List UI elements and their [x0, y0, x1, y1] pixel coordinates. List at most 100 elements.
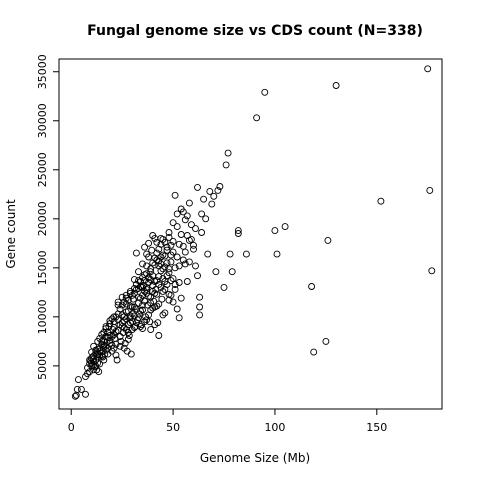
data-point: [322, 337, 330, 345]
data-point: [165, 229, 173, 236]
data-point: [126, 289, 134, 297]
data-point: [173, 253, 181, 261]
data-point: [424, 65, 432, 73]
data-point: [214, 186, 222, 194]
data-point: [139, 325, 146, 333]
data-point: [192, 262, 199, 270]
data-point: [98, 331, 106, 338]
y-axis: 5000 10000 15000 20000 25000 30000 35000: [36, 54, 59, 380]
data-point: [187, 221, 195, 229]
data-point: [332, 82, 340, 89]
data-point: [192, 225, 199, 233]
y-tick-label: 20000: [36, 201, 49, 236]
data-point: [216, 183, 224, 190]
data-point: [113, 356, 121, 364]
data-point: [281, 223, 289, 231]
data-point: [310, 348, 318, 356]
data-point: [139, 283, 146, 291]
data-point: [155, 262, 163, 270]
data-point: [181, 260, 189, 268]
data-point: [159, 251, 167, 259]
data-point: [177, 294, 185, 302]
data-point: [169, 298, 177, 306]
data-point: [149, 232, 157, 239]
data-point: [141, 318, 149, 326]
data-point: [224, 149, 232, 157]
data-point: [208, 200, 216, 208]
data-point: [167, 241, 175, 249]
data-point: [426, 186, 434, 194]
data-point: [179, 256, 187, 264]
data-point: [169, 275, 177, 283]
data-point: [96, 347, 104, 355]
data-point: [135, 293, 142, 301]
data-point: [106, 332, 114, 339]
data-point: [271, 227, 279, 235]
data-point: [122, 291, 130, 299]
x-tick-label: 150: [366, 421, 387, 434]
data-point: [190, 241, 197, 249]
data-point: [151, 321, 159, 329]
data-point: [147, 268, 155, 276]
data-point: [145, 311, 153, 319]
data-point: [93, 366, 101, 374]
data-point: [175, 262, 183, 270]
data-point: [234, 227, 242, 235]
data-point: [183, 232, 191, 239]
data-point: [112, 351, 120, 359]
data-point: [157, 253, 165, 261]
data-point: [73, 385, 81, 393]
data-point: [147, 326, 155, 334]
data-points: [71, 65, 436, 400]
data-point: [86, 368, 94, 376]
y-tick-label: 35000: [36, 54, 49, 89]
data-point: [253, 114, 261, 122]
data-point: [125, 332, 133, 339]
data-point: [102, 325, 110, 333]
data-point: [90, 355, 98, 363]
data-point: [114, 301, 122, 309]
data-point: [102, 323, 110, 331]
data-point: [159, 311, 167, 319]
data-point: [110, 313, 118, 321]
data-point: [130, 284, 138, 292]
data-point: [130, 289, 138, 297]
data-point: [98, 337, 106, 345]
data-point: [151, 261, 159, 269]
data-point: [167, 277, 175, 285]
data-point: [118, 319, 126, 327]
data-point: [135, 268, 142, 276]
data-point: [155, 300, 163, 308]
data-point: [234, 230, 242, 237]
data-point: [171, 281, 179, 288]
data-point: [118, 301, 126, 309]
data-point: [169, 219, 177, 227]
data-point: [155, 257, 163, 265]
data-point: [220, 283, 228, 291]
data-point: [173, 305, 181, 313]
data-point: [175, 279, 183, 286]
data-point: [173, 223, 181, 231]
y-axis-label: Gene count: [4, 199, 18, 269]
data-point: [151, 278, 159, 285]
data-point: [212, 268, 220, 276]
plot-frame: [58, 58, 443, 410]
data-point: [124, 335, 132, 343]
data-point: [74, 376, 82, 384]
data-point: [202, 215, 210, 223]
data-point: [261, 88, 269, 96]
data-point: [108, 347, 116, 355]
data-point: [185, 199, 193, 207]
data-point: [155, 332, 163, 339]
data-point: [92, 346, 100, 354]
data-point: [198, 210, 206, 218]
data-point: [194, 272, 201, 280]
data-point: [165, 233, 173, 241]
x-tick-label: 50: [166, 421, 180, 434]
data-point: [148, 246, 156, 254]
data-point: [226, 250, 234, 258]
data-point: [165, 290, 173, 298]
data-point: [169, 237, 177, 245]
data-point: [206, 187, 214, 195]
data-point: [185, 258, 193, 266]
